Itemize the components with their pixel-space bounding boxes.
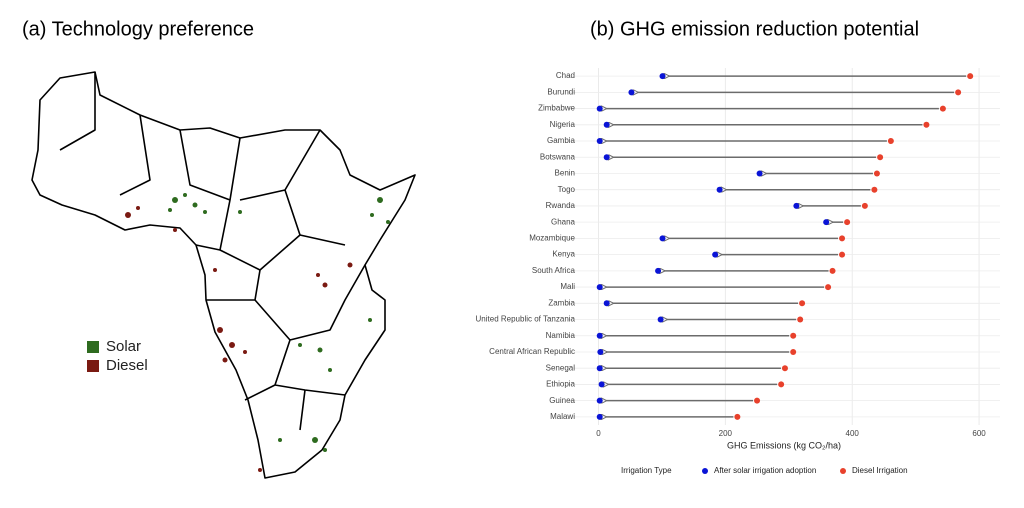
y-tick-label: Benin — [555, 169, 575, 178]
map-title: (a) Technology preference — [22, 18, 254, 40]
dot — [861, 202, 868, 209]
dot — [603, 121, 610, 128]
dot — [967, 73, 974, 80]
dot — [825, 284, 832, 291]
dot — [657, 316, 664, 323]
legend-label: Solar — [106, 338, 141, 355]
dot — [596, 365, 603, 372]
y-tick-label: Botswana — [540, 152, 576, 161]
y-tick-label: Ethiopia — [546, 380, 575, 389]
y-tick-label: United Republic of Tanzania — [476, 315, 576, 324]
legend-dot — [702, 468, 708, 474]
y-tick-label: Zimbabwe — [538, 104, 575, 113]
y-tick-label: Namibia — [546, 331, 576, 340]
legend-label: Diesel Irrigation — [852, 466, 908, 475]
dot — [793, 202, 800, 209]
y-tick-label: Zambia — [548, 298, 575, 307]
dot — [603, 154, 610, 161]
legend-swatch — [87, 341, 99, 353]
dot — [596, 397, 603, 404]
legend-label: Diesel — [106, 357, 148, 374]
y-tick-label: Guinea — [549, 396, 575, 405]
legend-swatch — [87, 360, 99, 372]
x-tick-label: 400 — [846, 429, 860, 438]
dot — [871, 186, 878, 193]
dot — [596, 284, 603, 291]
dot — [790, 348, 797, 355]
x-tick-label: 0 — [596, 429, 601, 438]
x-tick-label: 200 — [719, 429, 733, 438]
dot — [716, 186, 723, 193]
dot — [655, 267, 662, 274]
y-tick-label: Chad — [556, 71, 575, 80]
y-tick-label: Malawi — [550, 412, 575, 421]
dot — [887, 138, 894, 145]
dot — [955, 89, 962, 96]
y-tick-label: Kenya — [552, 250, 575, 259]
dot — [923, 121, 930, 128]
dot — [596, 332, 603, 339]
dot — [596, 105, 603, 112]
dot — [597, 348, 604, 355]
dot — [823, 219, 830, 226]
y-tick-label: Ghana — [551, 217, 576, 226]
dot — [596, 138, 603, 145]
dot — [598, 381, 605, 388]
dot — [659, 235, 666, 242]
y-tick-label: Togo — [558, 185, 576, 194]
dot — [596, 413, 603, 420]
y-tick-label: Rwanda — [546, 201, 576, 210]
map — [31, 71, 416, 479]
y-tick-label: Nigeria — [550, 120, 576, 129]
legend-dot — [840, 468, 846, 474]
y-tick-label: Mali — [560, 282, 575, 291]
country-borders — [59, 72, 366, 431]
diesel-patches — [125, 206, 353, 472]
y-tick-label: Central African Republic — [489, 347, 575, 356]
legend-label: After solar irrigation adoption — [714, 466, 816, 475]
dot — [839, 235, 846, 242]
dot — [790, 332, 797, 339]
dot — [844, 219, 851, 226]
dot — [659, 73, 666, 80]
dot — [799, 300, 806, 307]
map-outline — [31, 71, 416, 479]
dot — [754, 397, 761, 404]
dot — [781, 365, 788, 372]
dot — [734, 413, 741, 420]
plot-bg — [568, 68, 1000, 425]
dot — [797, 316, 804, 323]
y-tick-label: Mozambique — [529, 233, 575, 242]
dot — [756, 170, 763, 177]
dot — [603, 300, 610, 307]
chart-title: (b) GHG emission reduction potential — [590, 18, 919, 40]
y-tick-label: Senegal — [546, 363, 576, 372]
legend-title: Irrigation Type — [621, 466, 672, 475]
dot — [712, 251, 719, 258]
solar-patches — [168, 193, 390, 452]
y-tick-label: Burundi — [547, 87, 575, 96]
y-tick-label: South Africa — [532, 266, 576, 275]
dot — [839, 251, 846, 258]
x-axis-label: GHG Emissions (kg CO₂/ha) — [727, 440, 841, 450]
dot — [873, 170, 880, 177]
dot — [628, 89, 635, 96]
y-tick-label: Gambia — [547, 136, 576, 145]
dot — [829, 267, 836, 274]
dot — [939, 105, 946, 112]
x-tick-label: 600 — [972, 429, 986, 438]
dot — [778, 381, 785, 388]
dot — [877, 154, 884, 161]
